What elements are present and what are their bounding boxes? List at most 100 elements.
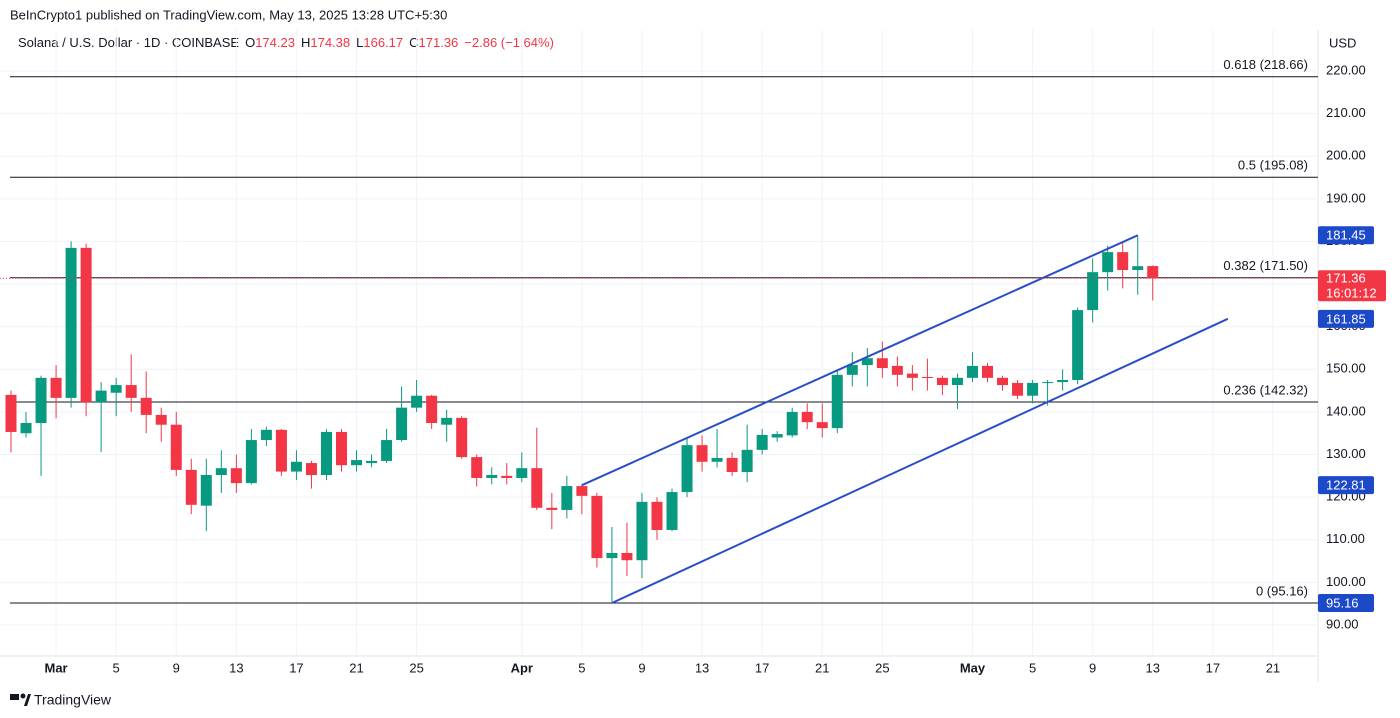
- candle-body: [1087, 272, 1099, 311]
- candle-body: [546, 507, 558, 510]
- currency: USD: [1329, 35, 1356, 50]
- candle-body: [5, 394, 17, 432]
- logo-mark: [24, 694, 31, 706]
- trend-line: [611, 317, 1229, 604]
- ohlc-letter: L: [356, 35, 363, 50]
- ohlc-value: 174.23: [255, 35, 295, 50]
- candle-body: [35, 377, 47, 424]
- candle-body: [891, 365, 903, 375]
- fib-label: 0.236 (142.32): [1223, 382, 1308, 397]
- candle-body: [786, 411, 798, 436]
- y-tick-label: 140.00: [1326, 403, 1366, 418]
- price-badge-text: 95.16: [1326, 595, 1359, 610]
- candle-body: [140, 397, 152, 415]
- candle-body: [50, 377, 62, 398]
- candle-body: [951, 377, 963, 386]
- candle-body: [711, 457, 723, 462]
- price-badge: [1318, 309, 1374, 328]
- y-tick-label: 150.00: [1326, 361, 1366, 376]
- candle-body: [155, 414, 167, 425]
- candle-body: [531, 468, 543, 508]
- y-tick-label: 100.00: [1326, 574, 1366, 589]
- price-badge-text: 161.85: [1326, 311, 1366, 326]
- candle-body: [756, 434, 768, 450]
- x-tick-label: 5: [578, 660, 585, 675]
- candle-body: [1132, 266, 1144, 271]
- candle-body: [320, 431, 332, 475]
- last-price-text: 171.36: [1326, 271, 1366, 286]
- y-tick-label: 90.00: [1326, 616, 1359, 631]
- x-tick-label: 25: [409, 660, 423, 675]
- x-tick-label: Mar: [45, 660, 68, 675]
- candle-body: [411, 395, 423, 408]
- candle-body: [726, 457, 738, 473]
- candle-body: [336, 431, 348, 466]
- price-badge: [1318, 226, 1374, 245]
- candle-body: [65, 247, 77, 398]
- ohlc-letter: C: [409, 35, 418, 50]
- logo-mark: [20, 693, 26, 699]
- candle-body: [741, 449, 753, 473]
- candle-body: [861, 358, 873, 366]
- x-tick-label: 9: [173, 660, 180, 675]
- x-tick-label: 9: [638, 660, 645, 675]
- candle-body: [906, 373, 918, 378]
- candle-body: [621, 552, 633, 561]
- candle-body: [846, 365, 858, 375]
- candle-body: [1012, 382, 1024, 396]
- y-tick-label: 220.00: [1326, 62, 1366, 77]
- change: −2.86 (−1.64%): [464, 35, 554, 50]
- candle-body: [591, 495, 603, 559]
- publish-header: BeInCrypto1 published on TradingView.com…: [10, 7, 447, 22]
- candle-body: [305, 463, 317, 475]
- candle-body: [936, 377, 948, 386]
- candle-body: [200, 474, 212, 506]
- candle-body: [516, 468, 528, 478]
- candle-body: [275, 429, 287, 472]
- candle-body: [1027, 382, 1039, 396]
- candle-body: [471, 457, 483, 478]
- trend-line: [581, 234, 1139, 487]
- footer-brand: TradingView: [34, 692, 112, 708]
- candle-body: [125, 385, 137, 398]
- candle-body: [290, 461, 302, 472]
- plot: 90.00100.00110.00120.00130.00140.00150.0…: [0, 30, 1386, 675]
- candle-body: [561, 486, 573, 510]
- candle-body: [681, 445, 693, 493]
- ohlc-letter: O: [245, 35, 255, 50]
- candle-body: [230, 468, 242, 484]
- fib-label: 0.5 (195.08): [1238, 158, 1308, 173]
- candle-body: [441, 417, 453, 425]
- candle-body: [876, 358, 888, 369]
- candle-body: [185, 469, 197, 505]
- price-badge-text: 122.81: [1326, 478, 1366, 493]
- candle-body: [501, 475, 513, 478]
- candle-body: [215, 468, 227, 475]
- candle-body: [426, 395, 438, 424]
- candle-body: [80, 247, 92, 403]
- x-tick-label: 21: [815, 660, 829, 675]
- ohlc-value: 174.38: [310, 35, 350, 50]
- candle-body: [966, 365, 978, 378]
- candle-body: [771, 434, 783, 438]
- candle-body: [20, 423, 32, 434]
- candle-body: [997, 377, 1009, 386]
- candle-body: [816, 422, 828, 429]
- candle-body: [1072, 310, 1084, 380]
- candle-body: [95, 390, 107, 403]
- ohlc-value: 171.36: [419, 35, 459, 50]
- candle-body: [366, 460, 378, 464]
- candle-body: [921, 376, 933, 378]
- candle-body: [801, 411, 813, 423]
- candle-body: [351, 460, 363, 466]
- x-tick-label: 13: [695, 660, 709, 675]
- x-tick-label: 21: [349, 660, 363, 675]
- candle-body: [1117, 252, 1129, 271]
- y-tick-label: 200.00: [1326, 148, 1366, 163]
- logo-mark: [10, 694, 19, 700]
- candle-body: [1057, 379, 1069, 383]
- tradingview-logo: TradingView: [10, 692, 112, 708]
- price-badge: [1318, 476, 1374, 495]
- y-tick-label: 130.00: [1326, 446, 1366, 461]
- y-tick-label: 110.00: [1326, 531, 1365, 546]
